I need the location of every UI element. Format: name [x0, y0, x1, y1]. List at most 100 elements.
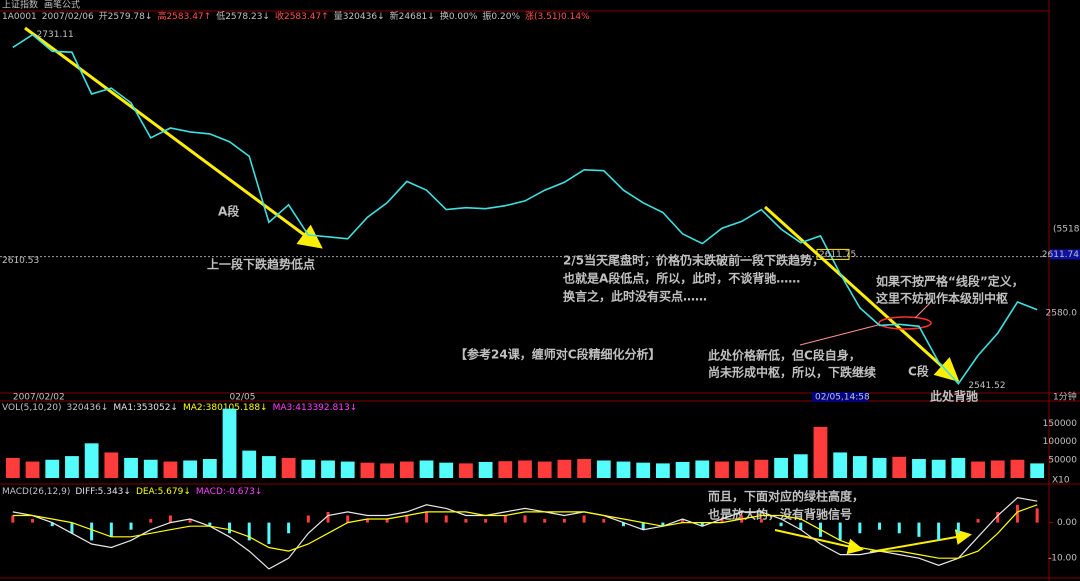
y-tick-label: 2580.0 [1046, 308, 1078, 318]
legend-item: 2007/02/06 [42, 12, 94, 22]
scale-note: X10 [1052, 476, 1070, 486]
annotation: 也是放大的，没有背驰信号 [708, 507, 852, 522]
legend-item: 量320436↓ [334, 11, 385, 22]
volume-bar [262, 456, 276, 478]
macd-bar [523, 515, 527, 523]
macd-bar [287, 522, 291, 534]
macd-bar [799, 522, 803, 530]
macd-bar [208, 522, 212, 527]
high-label: 2731.11 [37, 30, 74, 40]
volume-bar [498, 461, 513, 478]
macd-bar [1035, 508, 1039, 523]
pointer [799, 324, 879, 346]
macd-bar [681, 519, 685, 523]
y-tick-label: 100000 [1043, 437, 1078, 447]
volume-bar [892, 456, 907, 478]
macd-bar [779, 522, 783, 527]
volume-bar [912, 459, 926, 478]
trend-arrow [24, 26, 323, 249]
pointer [914, 302, 931, 319]
app-subtitle: 画笔公式 [44, 0, 80, 11]
legend-item: MA1:353052↓ [113, 403, 178, 413]
volume-bar [65, 456, 79, 478]
legend-item: DIFF:5.343↓ [75, 487, 131, 497]
macd-bar [937, 522, 941, 541]
macd-bar [759, 519, 763, 523]
volume-bar [242, 450, 257, 478]
macd-bar [188, 519, 192, 523]
panel-legend: 1A0001 2007/02/06 开2579.78↓ 高2583.47↑ 低2578.… [2, 10, 590, 22]
macd-bar [621, 522, 625, 527]
reference-label: 2610.53 [2, 256, 39, 266]
volume-bar [380, 463, 395, 478]
annotation: 也就是A段低点，所以，此时，不谈背驰…… [563, 271, 800, 286]
legend-item: 320436↓ [66, 403, 108, 413]
macd-bar [858, 522, 862, 534]
volume-bar [202, 459, 217, 478]
volume-bar [340, 461, 355, 478]
volume-bar [84, 443, 99, 478]
macd-bar [109, 522, 113, 537]
cursor-price-box [816, 248, 850, 260]
macd-bar [31, 519, 35, 523]
volume-bar [183, 460, 198, 478]
x-tick-label: 02/05 [230, 393, 256, 403]
legend-item: 换0.00% [440, 10, 478, 22]
trend-arrow [763, 205, 960, 383]
annotation: 上一段下跌趋势低点 [207, 257, 315, 272]
cursor-time: 02/05,14:58 [815, 393, 870, 403]
legend-item: VOL(5,10,20) [2, 403, 61, 413]
macd-bar [700, 522, 704, 527]
volume-bar [734, 461, 749, 478]
x-tick-label: 2007/02/02 [13, 393, 65, 403]
macd-bar [1015, 504, 1019, 523]
line [12, 33, 1038, 385]
y-tick-label: 0.00 [1057, 518, 1077, 528]
macd-bar [168, 515, 172, 523]
volume-bar [478, 461, 493, 478]
annotation: 2/5当天尾盘时，价格仍未跌破前一段下跌趋势， [563, 253, 824, 268]
volume-bar [321, 460, 335, 478]
volume-bar [655, 463, 670, 478]
macd-bar [582, 515, 586, 523]
macd-bar [50, 522, 54, 527]
macd-bar [346, 515, 350, 523]
macd-bar [129, 522, 133, 530]
annotation: 而且，下面对应的绿柱高度， [708, 489, 864, 504]
volume-bar [557, 459, 572, 478]
macd-bar [602, 519, 606, 523]
volume-bar [399, 461, 414, 478]
macd-bar [464, 519, 468, 523]
last-box [1050, 249, 1080, 260]
macd-bar [149, 519, 153, 523]
volume-bar [222, 408, 237, 478]
volume-bar [951, 457, 966, 478]
volume-bar [419, 460, 434, 478]
macd-bar [267, 522, 271, 544]
macd-bar [385, 519, 389, 523]
volume-bar [636, 462, 651, 478]
legend-item: 高2583.47↑ [157, 10, 211, 22]
volume-bar [459, 463, 473, 478]
legend-item: 收2583.47↑ [275, 10, 329, 22]
volume-bar [754, 459, 769, 478]
macd-bar [838, 522, 842, 541]
last-volume: (5518) [1053, 225, 1080, 235]
panel-legend: VOL(5,10,20) 320436↓ MA1:353052↓ MA2:380105… [2, 403, 357, 413]
cursor-price: 2611.75 [819, 250, 856, 260]
y-tick-label: 50000 [1048, 455, 1077, 465]
volume-bar [5, 457, 20, 478]
annotation: 如果不按严格“线段”定义， [876, 274, 1024, 289]
volume-bar [518, 460, 532, 478]
macd-bar [720, 519, 724, 523]
macd-bar [996, 511, 1000, 523]
volume-bar [971, 461, 985, 478]
volume-bar [124, 457, 138, 478]
volume-bar [715, 461, 729, 478]
volume-bar [931, 459, 946, 478]
period-label: 1分钟 [1053, 391, 1077, 403]
annotation: C段 [908, 364, 930, 379]
legend-item: MA2:380105.188↓ [183, 403, 268, 413]
line [12, 504, 1038, 559]
legend-item: DEA:5.679↓ [136, 487, 191, 497]
